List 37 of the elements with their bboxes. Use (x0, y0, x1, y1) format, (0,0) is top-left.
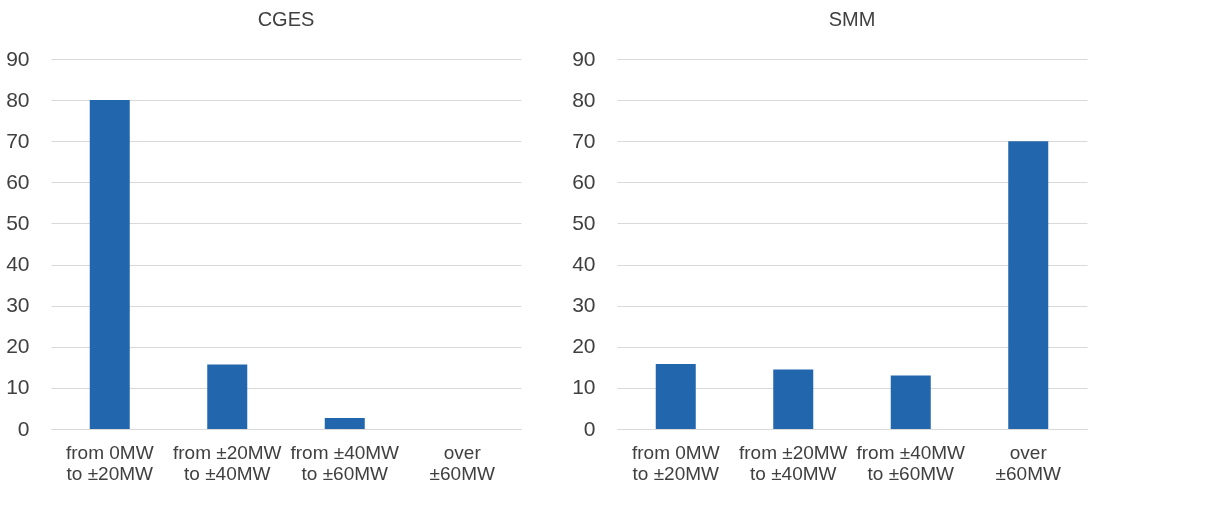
y-tick-label: 40 (6, 252, 30, 276)
x-tick-label: from 0MW to ±20MW (65, 441, 154, 484)
y-tick-label: 70 (572, 128, 596, 152)
x-tick-label: from 0MW to ±20MW (631, 441, 720, 484)
y-tick-label: 60 (572, 169, 596, 193)
y-tick-label: 20 (6, 334, 30, 358)
x-tick-label: over ±60MW (429, 441, 495, 484)
y-tick-label: 10 (572, 375, 596, 399)
y-tick-label: 90 (572, 46, 596, 70)
y-tick-label: 80 (6, 87, 30, 111)
bar (655, 364, 696, 429)
y-tick-label: 0 (583, 416, 596, 440)
y-tick-label: 0 (17, 416, 30, 440)
bar (890, 375, 931, 429)
y-tick-label: 30 (6, 293, 30, 317)
y-tick-label: 50 (572, 210, 596, 234)
y-tick-label: 70 (6, 128, 30, 152)
y-tick-label: 90 (6, 46, 30, 70)
x-tick-label: from ±40MW to ±60MW (290, 441, 400, 484)
y-tick-label: 50 (6, 210, 30, 234)
x-tick-label: from ±40MW to ±60MW (856, 441, 966, 484)
y-tick-label: 80 (572, 87, 596, 111)
y-tick-label: 10 (6, 375, 30, 399)
bar (1008, 141, 1049, 429)
bar (324, 417, 365, 429)
y-tick-label: 60 (6, 169, 30, 193)
bar (89, 100, 130, 429)
chart-title: CGES (257, 8, 315, 30)
bar (773, 369, 814, 429)
bar (207, 364, 248, 429)
y-tick-label: 20 (572, 334, 596, 358)
y-tick-label: 30 (572, 293, 596, 317)
x-tick-label: over ±60MW (995, 441, 1061, 484)
chart-title: SMM (828, 8, 876, 30)
x-tick-label: from ±20MW to ±40MW (172, 441, 282, 484)
x-tick-label: from ±20MW to ±40MW (738, 441, 848, 484)
y-tick-label: 40 (572, 252, 596, 276)
